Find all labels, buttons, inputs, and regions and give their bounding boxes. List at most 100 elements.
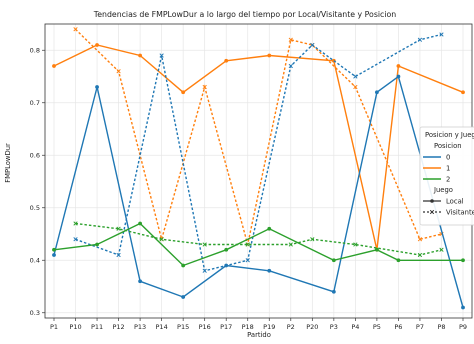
data-point xyxy=(461,305,465,310)
series-layer xyxy=(52,27,465,310)
series-posicion-1-visitante xyxy=(73,27,444,247)
data-point xyxy=(288,242,293,247)
data-point xyxy=(310,42,315,48)
data-point xyxy=(52,247,56,252)
data-point xyxy=(116,252,121,258)
data-point xyxy=(138,221,143,226)
data-point xyxy=(331,258,336,263)
data-point xyxy=(417,252,423,258)
data-point xyxy=(396,64,401,68)
x-tick-label: P8 xyxy=(437,323,445,331)
data-point xyxy=(353,74,358,79)
x-tick-label: P20 xyxy=(306,323,318,331)
data-point xyxy=(245,258,250,263)
data-point xyxy=(331,289,336,294)
x-tick-label: P4 xyxy=(351,323,359,331)
legend: Posicion y Juego Posicion 0 1 2 Juego Lo… xyxy=(419,126,474,226)
data-point xyxy=(202,84,207,90)
legend-juego-header: Juego xyxy=(433,186,453,194)
x-tick-label: P11 xyxy=(91,323,103,331)
data-point xyxy=(138,279,143,284)
legend-label-posicion-1: 1 xyxy=(446,165,450,173)
data-point xyxy=(267,53,272,58)
x-tick-label: P6 xyxy=(394,323,402,331)
x-tick-label: P5 xyxy=(373,323,381,331)
data-point xyxy=(353,242,358,247)
data-point xyxy=(353,84,358,90)
x-tick-label: P1 xyxy=(50,323,58,331)
legend-entry-posicion-2: 2 xyxy=(423,176,450,184)
series-line xyxy=(75,33,442,272)
chart-title: Tendencias de FMPLowDur a lo largo del t… xyxy=(93,10,396,19)
data-point xyxy=(73,221,78,226)
data-point xyxy=(417,37,423,42)
x-tick-label: P17 xyxy=(220,323,232,331)
legend-marker-local xyxy=(430,199,434,203)
data-point xyxy=(439,32,444,37)
data-point xyxy=(73,27,78,32)
legend-entry-juego-visitante: Visitante xyxy=(423,209,474,217)
legend-entry-juego-local: Local xyxy=(423,198,464,206)
series-posicion-0-visitante xyxy=(73,32,444,273)
series-line xyxy=(53,44,464,250)
legend-label-local: Local xyxy=(446,198,464,206)
data-point xyxy=(95,242,99,247)
series-line xyxy=(75,222,442,256)
legend-title: Posicion y Juego xyxy=(425,131,474,139)
data-point xyxy=(396,74,401,79)
x-tick-label: P3 xyxy=(330,323,338,331)
y-tick-label: 0.3 xyxy=(30,309,40,317)
y-tick-label: 0.5 xyxy=(30,204,40,212)
x-tick-label: P7 xyxy=(416,323,424,331)
data-point xyxy=(417,237,423,242)
y-tick-label: 0.7 xyxy=(30,99,40,107)
series-line xyxy=(53,75,464,308)
data-point xyxy=(52,64,56,68)
data-point xyxy=(159,53,164,58)
data-point xyxy=(267,268,272,273)
legend-label-posicion-2: 2 xyxy=(446,176,450,184)
plot-frame xyxy=(44,23,473,319)
data-point xyxy=(138,53,143,58)
data-point xyxy=(181,90,186,95)
data-point xyxy=(461,90,465,95)
x-tick-label: P2 xyxy=(287,323,295,331)
y-tick-label: 0.6 xyxy=(30,152,40,160)
x-axis-label: Partido xyxy=(247,331,271,339)
x-tick-label: P13 xyxy=(134,323,146,331)
y-axis-label: FMPLowDur xyxy=(4,143,12,183)
x-tick-label: P15 xyxy=(177,323,189,331)
series-posicion-1-local xyxy=(52,43,465,252)
data-point xyxy=(288,63,293,69)
data-point xyxy=(374,247,379,252)
series-line xyxy=(53,222,463,267)
legend-label-posicion-0: 0 xyxy=(446,154,450,162)
data-point xyxy=(396,258,401,263)
series-posicion-2-local xyxy=(52,221,465,268)
x-tick-label: P18 xyxy=(242,323,254,331)
data-point xyxy=(267,226,272,231)
data-point xyxy=(461,258,465,263)
data-point xyxy=(116,69,121,74)
data-point xyxy=(310,237,315,242)
data-point xyxy=(224,58,229,63)
legend-marker-visitante xyxy=(429,209,435,215)
legend-label-visitante: Visitante xyxy=(446,209,474,217)
data-point xyxy=(224,247,229,252)
legend-posicion-header: Posicion xyxy=(434,142,462,150)
data-point xyxy=(181,295,186,299)
x-tick-label: P10 xyxy=(69,323,81,331)
axis-layer: P1 P10 P11 P12 P13 P14 P15 P16 P17 P18 P19 P2 P20 P3 P… xyxy=(30,47,467,331)
y-tick-label: 0.4 xyxy=(30,257,40,265)
data-point xyxy=(181,263,186,268)
data-point xyxy=(202,242,207,247)
data-point xyxy=(95,43,99,47)
y-tick-label: 0.8 xyxy=(30,47,40,55)
data-point xyxy=(116,226,121,231)
data-point xyxy=(52,253,56,257)
x-tick-label: P12 xyxy=(112,323,124,331)
data-point xyxy=(95,85,99,89)
data-point xyxy=(245,242,250,247)
